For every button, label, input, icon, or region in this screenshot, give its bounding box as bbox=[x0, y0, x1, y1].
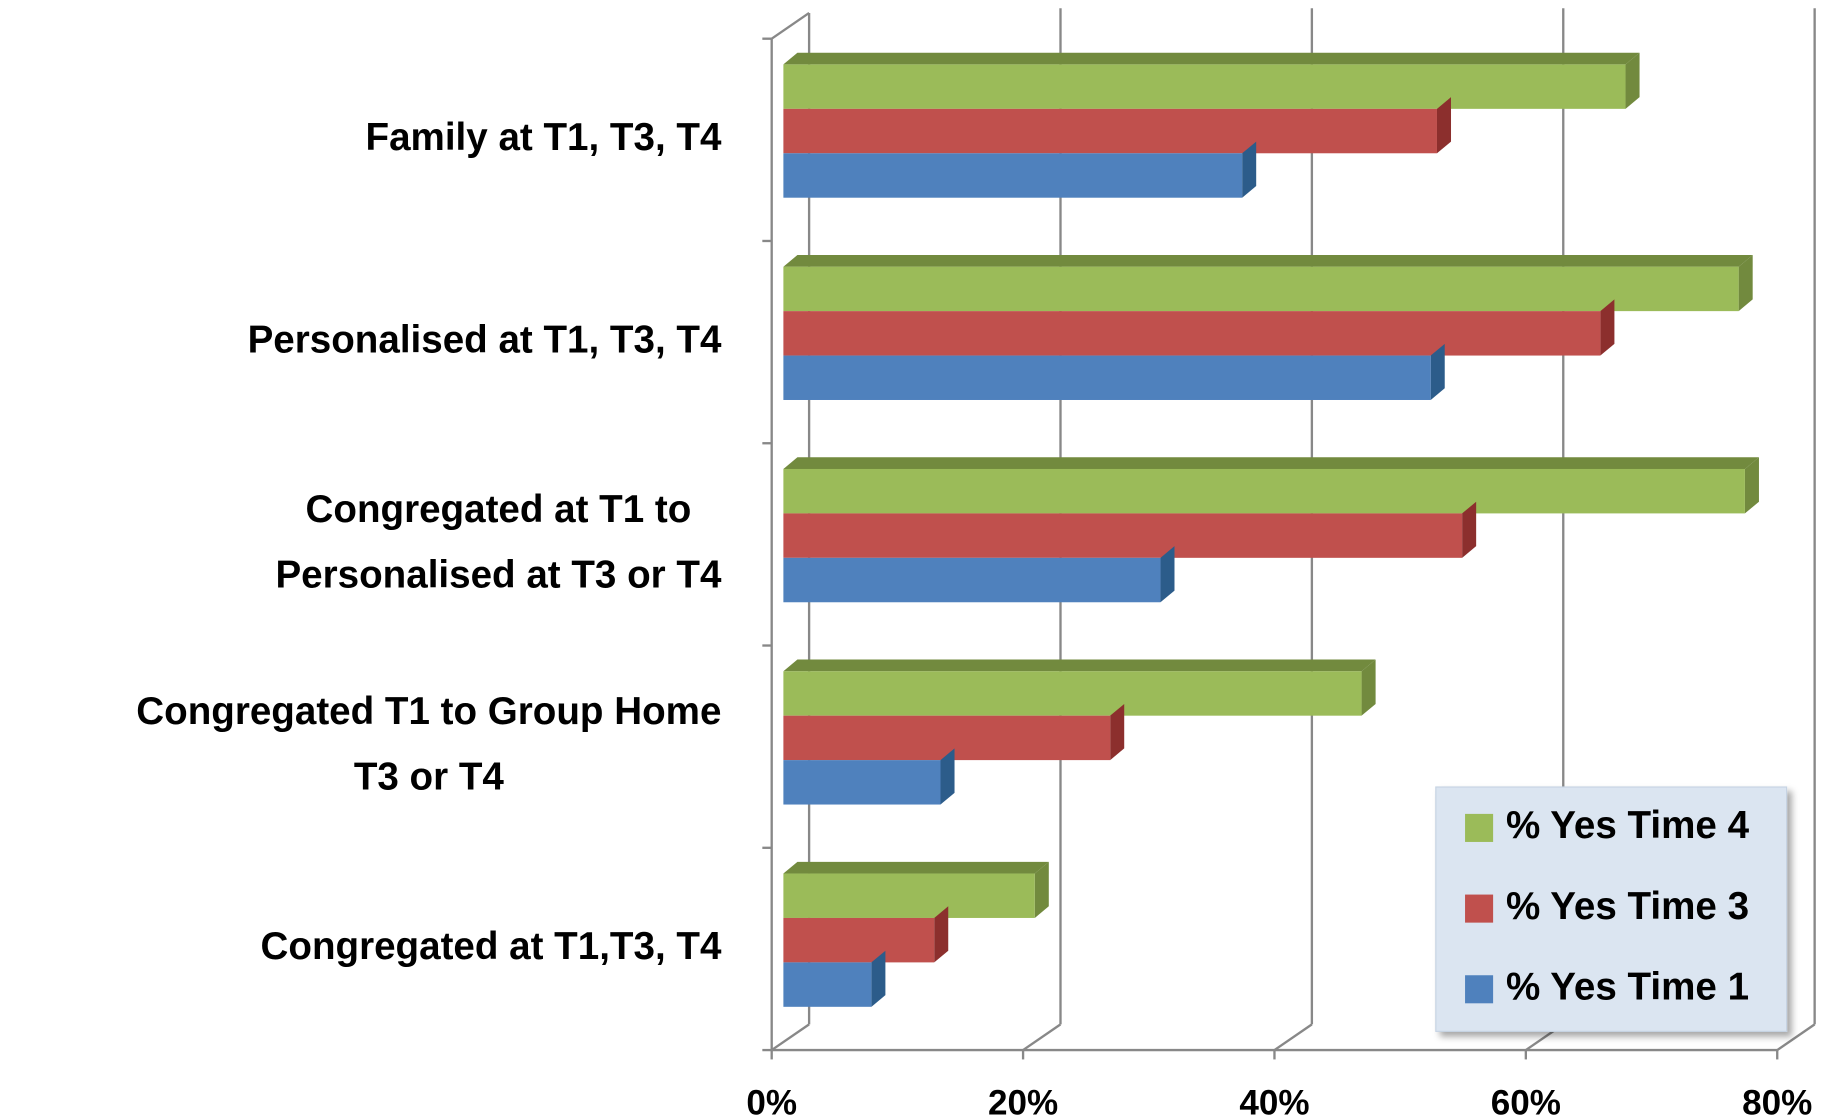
floor-line bbox=[1273, 1023, 1313, 1052]
bar-face bbox=[783, 760, 941, 805]
bar bbox=[783, 659, 1376, 716]
bar-face bbox=[783, 917, 935, 963]
bar-face bbox=[783, 355, 1431, 400]
legend-swatch bbox=[1465, 975, 1494, 1004]
bar-side bbox=[1436, 97, 1452, 154]
bar bbox=[783, 703, 1125, 761]
category-label: T3 or T4 bbox=[354, 756, 505, 799]
floor-line bbox=[1022, 1023, 1062, 1052]
bar-face bbox=[783, 962, 872, 1007]
legend-swatch bbox=[1465, 894, 1494, 923]
legend-swatch bbox=[1465, 813, 1494, 842]
bar-side bbox=[1160, 546, 1175, 603]
bar-face bbox=[783, 557, 1161, 603]
bar-top bbox=[783, 52, 1640, 65]
x-tick-label: 40% bbox=[1239, 1083, 1309, 1118]
bar bbox=[783, 950, 886, 1007]
bar-side bbox=[1462, 501, 1477, 558]
category-label: Personalised at T1, T3, T4 bbox=[248, 318, 722, 361]
category-label: Congregated T1 to Group Home bbox=[136, 690, 721, 733]
legend-box bbox=[1435, 786, 1788, 1032]
floor-line bbox=[1776, 1023, 1816, 1052]
bar-side bbox=[940, 748, 955, 805]
x-tick-label: 0% bbox=[746, 1083, 797, 1118]
bar-face bbox=[783, 671, 1362, 716]
category-label: Congregated at T1,T3, T4 bbox=[261, 925, 722, 968]
bar-face bbox=[783, 468, 1745, 514]
bar-face bbox=[783, 513, 1463, 558]
bar-face bbox=[783, 64, 1626, 109]
category-label: Personalised at T3 or T4 bbox=[275, 553, 721, 596]
bar-top bbox=[783, 659, 1376, 672]
bar-side bbox=[1744, 457, 1759, 514]
bar-top bbox=[783, 457, 1759, 469]
bar-side bbox=[1430, 343, 1445, 400]
legend-label: % Yes Time 1 bbox=[1506, 965, 1749, 1008]
bar bbox=[783, 52, 1640, 109]
bar-face bbox=[783, 266, 1739, 312]
bar-face bbox=[783, 108, 1437, 154]
bar-side bbox=[1242, 141, 1257, 198]
bar bbox=[783, 861, 1049, 918]
bar-side bbox=[934, 906, 949, 963]
bar bbox=[783, 97, 1452, 154]
bar bbox=[783, 141, 1257, 198]
bar-side bbox=[1600, 299, 1615, 356]
left-wall-top bbox=[771, 12, 810, 40]
bar bbox=[783, 546, 1175, 603]
bar-face bbox=[783, 873, 1035, 918]
bar-face bbox=[783, 311, 1601, 356]
x-tick-label: 80% bbox=[1742, 1083, 1812, 1118]
category-label: Family at T1, T3, T4 bbox=[366, 116, 722, 159]
bar-top bbox=[783, 861, 1049, 874]
legend-label: % Yes Time 3 bbox=[1506, 885, 1749, 928]
legend-label: % Yes Time 4 bbox=[1506, 804, 1750, 847]
bar bbox=[783, 748, 955, 805]
bar-top bbox=[783, 255, 1753, 267]
bar-face bbox=[783, 715, 1111, 761]
x-tick-label: 20% bbox=[988, 1083, 1058, 1118]
bar-side bbox=[1110, 703, 1125, 761]
bar bbox=[783, 501, 1477, 558]
bar-side bbox=[871, 950, 886, 1007]
bar-side bbox=[1738, 255, 1753, 312]
bar bbox=[783, 255, 1753, 312]
bar bbox=[783, 906, 949, 963]
bar-face bbox=[783, 153, 1243, 198]
bar-side bbox=[1625, 52, 1640, 109]
category-label: Congregated at T1 to bbox=[306, 488, 692, 531]
floor-line bbox=[771, 1023, 810, 1052]
bar bbox=[783, 299, 1615, 356]
bar bbox=[783, 343, 1445, 400]
x-tick-label: 60% bbox=[1491, 1083, 1561, 1118]
bar-side bbox=[1034, 861, 1049, 918]
bar-side bbox=[1361, 659, 1376, 716]
bar bbox=[783, 457, 1759, 514]
